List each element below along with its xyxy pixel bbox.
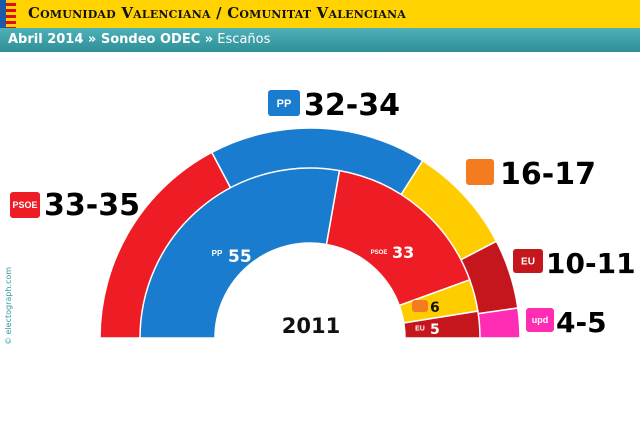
outer-seat-label-compromís: 16-17 — [500, 157, 596, 192]
svg-text:EU: EU — [521, 257, 535, 268]
eu-inner-icon: EU — [412, 322, 428, 334]
pp-inner-icon: PP — [208, 246, 226, 260]
subtitle-date-source: Abril 2014 » Sondeo ODEC » — [8, 32, 214, 47]
center-year-label: 2011 — [282, 314, 340, 338]
title-bar: Comunidad Valenciana / Comunitat Valenci… — [0, 0, 640, 28]
inner-seat-label-eu: 5 — [430, 322, 440, 338]
subtitle: Abril 2014 » Sondeo ODEC » Escaños — [8, 32, 270, 47]
upyd-outer-icon: upd — [526, 308, 554, 332]
outer-seat-label-pp: 32-34 — [304, 88, 400, 123]
svg-text:EU: EU — [415, 326, 425, 333]
outer-seat-label-upyd: 4-5 — [556, 306, 607, 339]
flag-icon — [0, 0, 16, 28]
svg-text:PSOE: PSOE — [371, 250, 388, 256]
outer-seat-label-eu: 10-11 — [546, 247, 636, 280]
compromis-inner-icon — [412, 300, 428, 312]
inner-ring — [139, 167, 481, 339]
psoe-inner-icon: PSOE — [368, 246, 390, 258]
subtitle-bar: Abril 2014 » Sondeo ODEC » Escaños — [0, 28, 640, 52]
outer-seat-label-psoe: 33-35 — [44, 188, 140, 223]
svg-text:PP: PP — [277, 98, 292, 110]
svg-text:PSOE: PSOE — [12, 200, 37, 210]
subtitle-seats: Escaños — [213, 32, 271, 47]
svg-text:upd: upd — [532, 315, 549, 325]
pp-outer-icon: PP — [268, 90, 300, 116]
inner-seat-label-compromís: 6 — [430, 300, 440, 316]
compromis-outer-icon — [466, 159, 494, 185]
seat-arc-inner-pp — [139, 167, 341, 339]
eu-outer-icon: EU — [513, 249, 543, 273]
psoe-outer-icon: PSOE — [10, 192, 40, 218]
page-title: Comunidad Valenciana / Comunitat Valenci… — [28, 4, 407, 22]
chart-labels: PSOE 33-35 PP 32-34 16-17 EU 10-11 upd 4-5 PP 55 PS… — [10, 88, 636, 339]
svg-text:PP: PP — [212, 249, 223, 258]
inner-seat-label-pp: 55 — [228, 247, 252, 267]
inner-seat-label-psoe: 33 — [392, 243, 414, 262]
